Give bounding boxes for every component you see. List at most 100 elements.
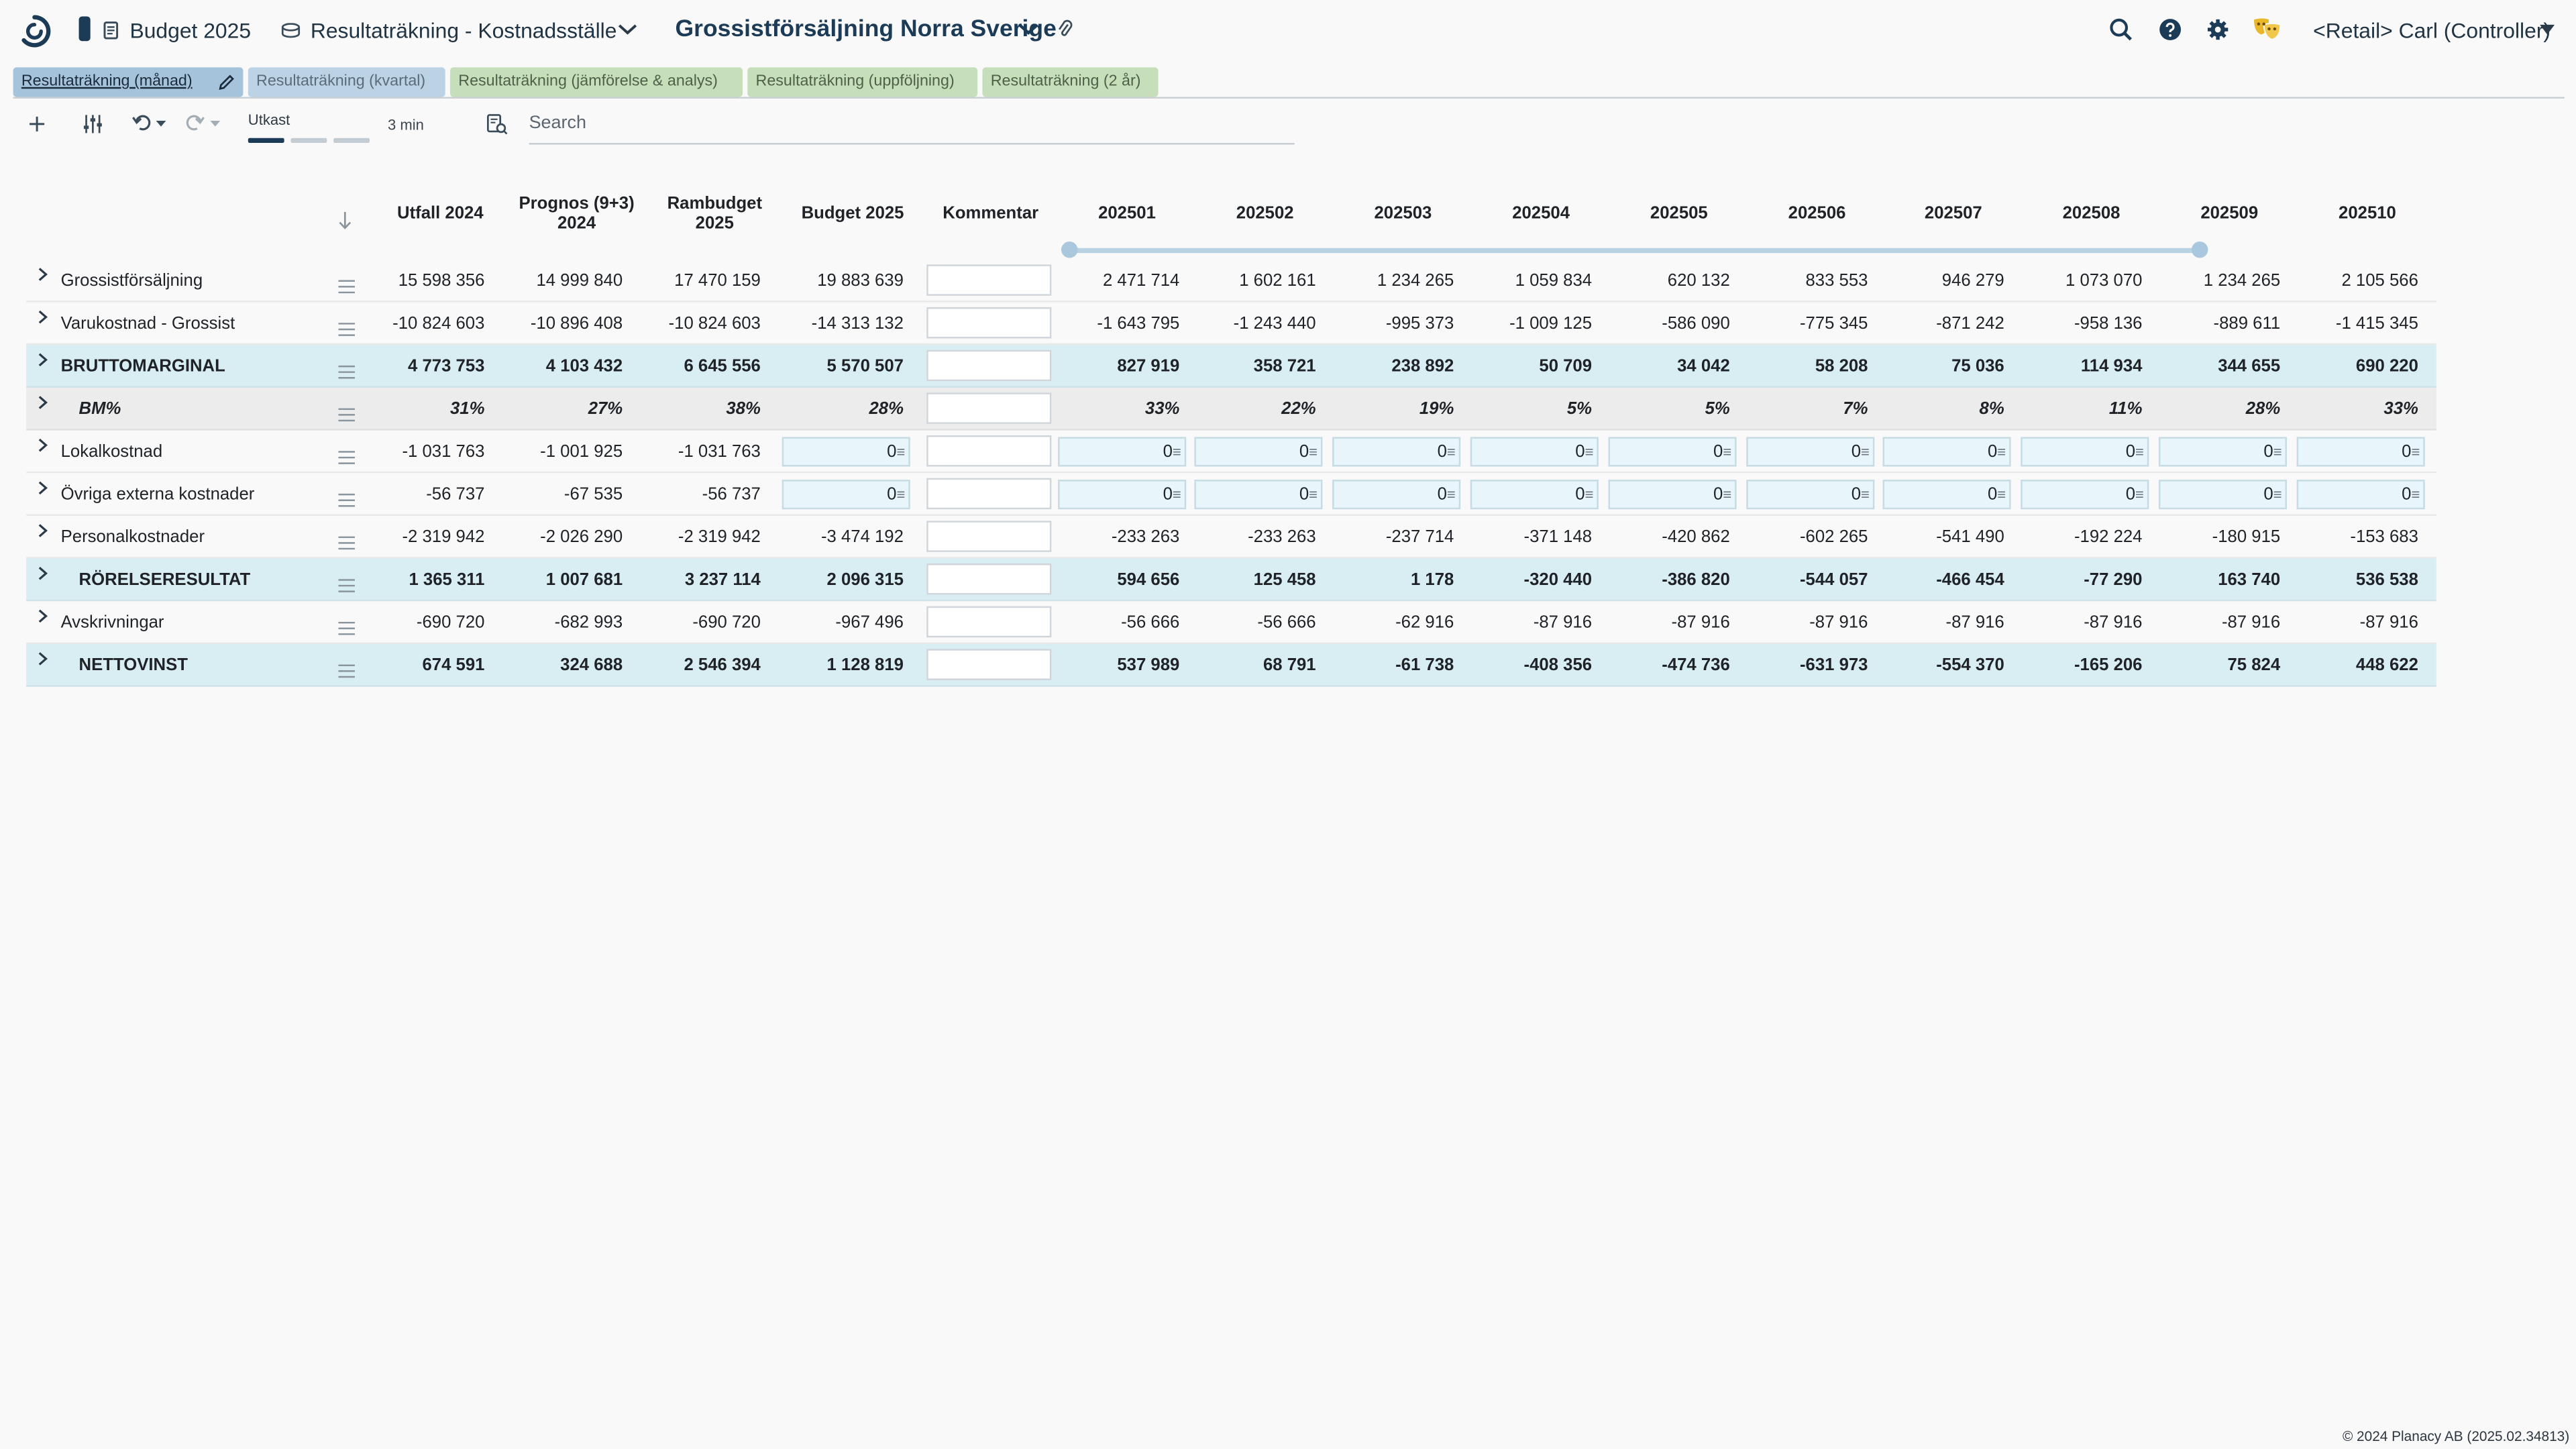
- column-header[interactable]: 202502: [1191, 177, 1339, 250]
- tab-resultatrakning-kvartal[interactable]: Resultaträkning (kvartal): [248, 67, 445, 97]
- column-header[interactable]: Utfall 2024: [366, 177, 514, 250]
- column-header[interactable]: Rambudget 2025: [641, 177, 788, 250]
- column-header[interactable]: 202507: [1880, 177, 2027, 250]
- column-header[interactable]: 202503: [1329, 177, 1477, 250]
- expand-chevron-icon[interactable]: [36, 651, 52, 670]
- distribute-icon[interactable]: ≡: [2273, 443, 2282, 460]
- row-menu-icon[interactable]: [338, 614, 355, 635]
- distribute-icon[interactable]: ≡: [2135, 486, 2144, 503]
- value-input[interactable]: 0≡: [1058, 480, 1187, 510]
- expand-chevron-icon[interactable]: [36, 523, 52, 542]
- caret-down-icon[interactable]: [2540, 24, 2555, 35]
- period-range-track[interactable]: [1067, 248, 2202, 254]
- value-input[interactable]: 0≡: [1608, 480, 1737, 510]
- comment-input[interactable]: [926, 606, 1052, 638]
- value-input[interactable]: 0≡: [2158, 437, 2287, 467]
- value-input[interactable]: 0≡: [1470, 437, 1599, 467]
- column-header[interactable]: Prognos (9+3) 2024: [502, 177, 650, 250]
- period-range-start-handle[interactable]: [1061, 241, 1078, 258]
- user-menu[interactable]: <Retail> Carl (Controller): [2313, 17, 2551, 43]
- column-header[interactable]: Budget 2025: [779, 177, 926, 250]
- value-input[interactable]: 0≡: [2158, 480, 2287, 510]
- value-input[interactable]: 0≡: [2021, 437, 2149, 467]
- tab-resultatrakning-2ar[interactable]: Resultaträkning (2 år): [982, 67, 1159, 97]
- comment-input[interactable]: [926, 435, 1052, 467]
- undo-icon[interactable]: [131, 113, 171, 133]
- distribute-icon[interactable]: ≡: [2411, 486, 2420, 503]
- entity-title[interactable]: Grossistförsäljning Norra Sverige: [675, 16, 1057, 43]
- distribute-icon[interactable]: ≡: [2135, 443, 2144, 460]
- report-selector[interactable]: Resultaträkning - Kostnadsställe: [310, 17, 617, 43]
- redo-icon[interactable]: [186, 113, 225, 133]
- value-input[interactable]: 0≡: [1194, 437, 1323, 467]
- expand-chevron-icon[interactable]: [36, 608, 52, 627]
- document-search-icon[interactable]: [486, 113, 508, 135]
- edit-pencil-icon[interactable]: [219, 74, 235, 91]
- comment-input[interactable]: [926, 350, 1052, 382]
- distribute-icon[interactable]: ≡: [1309, 486, 1318, 503]
- value-input[interactable]: 0≡: [1882, 437, 2011, 467]
- period-range-end-handle[interactable]: [2191, 241, 2208, 258]
- column-header[interactable]: 202504: [1467, 177, 1615, 250]
- filter-sliders-icon[interactable]: [82, 113, 103, 135]
- sort-arrow-down-icon[interactable]: [337, 210, 353, 229]
- comment-input[interactable]: [926, 478, 1052, 510]
- tab-resultatrakning-jamforelse[interactable]: Resultaträkning (jämförelse & analys): [450, 67, 743, 97]
- value-input[interactable]: 0≡: [2296, 480, 2425, 510]
- distribute-icon[interactable]: ≡: [1446, 486, 1456, 503]
- search-input[interactable]: Search: [529, 113, 586, 133]
- tab-resultatrakning-uppfoljning[interactable]: Resultaträkning (uppföljning): [747, 67, 978, 97]
- distribute-icon[interactable]: ≡: [1585, 443, 1594, 460]
- row-menu-icon[interactable]: [338, 443, 355, 464]
- expand-chevron-icon[interactable]: [36, 352, 52, 371]
- value-input[interactable]: 0≡: [2021, 480, 2149, 510]
- search-icon[interactable]: [2109, 18, 2132, 41]
- value-input[interactable]: 0≡: [782, 437, 910, 467]
- expand-chevron-icon[interactable]: [36, 309, 52, 328]
- comment-input[interactable]: [926, 521, 1052, 552]
- comment-input[interactable]: [926, 392, 1052, 424]
- value-input[interactable]: 0≡: [1332, 480, 1461, 510]
- distribute-icon[interactable]: ≡: [1861, 486, 1870, 503]
- masks-icon[interactable]: [2253, 16, 2282, 41]
- gear-icon[interactable]: [2206, 18, 2229, 41]
- chevron-down-icon[interactable]: [618, 23, 637, 36]
- value-input[interactable]: 0≡: [1058, 437, 1187, 467]
- expand-chevron-icon[interactable]: [36, 565, 52, 584]
- comment-input[interactable]: [926, 564, 1052, 595]
- value-input[interactable]: 0≡: [782, 480, 910, 510]
- help-icon[interactable]: [2159, 18, 2182, 41]
- row-menu-icon[interactable]: [338, 358, 355, 379]
- attachment-icon[interactable]: [1057, 18, 1073, 41]
- distribute-icon[interactable]: ≡: [896, 443, 906, 460]
- row-menu-icon[interactable]: [338, 315, 355, 336]
- value-input[interactable]: 0≡: [2296, 437, 2425, 467]
- row-menu-icon[interactable]: [338, 572, 355, 592]
- value-input[interactable]: 0≡: [1746, 437, 1875, 467]
- comment-input[interactable]: [926, 649, 1052, 680]
- distribute-icon[interactable]: ≡: [1997, 486, 2006, 503]
- column-header[interactable]: 202505: [1605, 177, 1753, 250]
- row-menu-icon[interactable]: [338, 486, 355, 507]
- value-input[interactable]: 0≡: [1746, 480, 1875, 510]
- column-header[interactable]: 202510: [2294, 177, 2441, 250]
- distribute-icon[interactable]: ≡: [1723, 443, 1732, 460]
- add-icon[interactable]: [28, 115, 46, 133]
- column-header[interactable]: 202509: [2155, 177, 2303, 250]
- distribute-icon[interactable]: ≡: [1723, 486, 1732, 503]
- distribute-icon[interactable]: ≡: [1861, 443, 1870, 460]
- expand-chevron-icon[interactable]: [36, 480, 52, 499]
- distribute-icon[interactable]: ≡: [1172, 443, 1181, 460]
- comment-input[interactable]: [926, 264, 1052, 296]
- value-input[interactable]: 0≡: [1332, 437, 1461, 467]
- expand-chevron-icon[interactable]: [36, 266, 52, 286]
- row-menu-icon[interactable]: [338, 529, 355, 550]
- distribute-icon[interactable]: ≡: [896, 486, 906, 503]
- expand-chevron-icon[interactable]: [36, 394, 52, 414]
- value-input[interactable]: 0≡: [1882, 480, 2011, 510]
- row-menu-icon[interactable]: [338, 273, 355, 294]
- column-header[interactable]: 202508: [2017, 177, 2165, 250]
- distribute-icon[interactable]: ≡: [1997, 443, 2006, 460]
- value-input[interactable]: 0≡: [1608, 437, 1737, 467]
- tab-resultatrakning-manad[interactable]: Resultaträkning (månad): [13, 67, 244, 97]
